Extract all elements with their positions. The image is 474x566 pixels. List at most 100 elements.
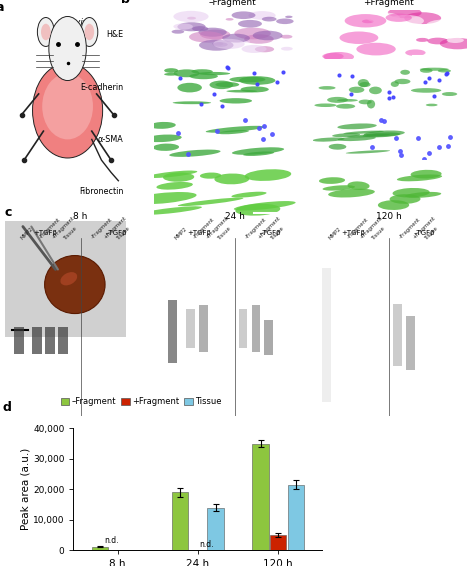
Ellipse shape — [347, 86, 374, 88]
Ellipse shape — [356, 151, 369, 155]
Ellipse shape — [276, 72, 292, 80]
Ellipse shape — [332, 97, 360, 102]
Text: +TGFβ: +TGFβ — [187, 230, 211, 236]
Ellipse shape — [265, 73, 300, 80]
Text: –Fragment: –Fragment — [245, 217, 268, 241]
Ellipse shape — [325, 189, 367, 194]
Circle shape — [264, 25, 292, 34]
Ellipse shape — [188, 138, 254, 145]
Ellipse shape — [145, 194, 215, 208]
Circle shape — [165, 25, 200, 36]
Ellipse shape — [209, 148, 273, 155]
Circle shape — [410, 46, 446, 57]
Bar — [58, 327, 68, 354]
Text: 8 h: 8 h — [73, 212, 88, 221]
Circle shape — [314, 47, 328, 52]
Circle shape — [165, 24, 176, 28]
Ellipse shape — [432, 92, 451, 98]
Circle shape — [354, 35, 368, 40]
Ellipse shape — [189, 96, 203, 101]
Circle shape — [395, 8, 435, 21]
Ellipse shape — [363, 130, 385, 134]
Text: +Fragment: +Fragment — [103, 216, 128, 241]
Text: n.d.: n.d. — [200, 540, 214, 549]
Text: –TGFβ: –TGFβ — [413, 230, 435, 236]
Ellipse shape — [259, 92, 270, 97]
Ellipse shape — [176, 70, 194, 75]
Ellipse shape — [273, 76, 302, 81]
Text: Tissue: Tissue — [64, 225, 79, 241]
Circle shape — [345, 10, 379, 21]
Ellipse shape — [340, 191, 383, 198]
Text: 24 h: 24 h — [225, 212, 245, 221]
Circle shape — [193, 28, 212, 35]
Circle shape — [403, 27, 414, 30]
Ellipse shape — [374, 170, 411, 177]
Text: –TGFβ: –TGFβ — [105, 230, 127, 236]
Ellipse shape — [243, 175, 297, 185]
Ellipse shape — [179, 148, 220, 152]
Ellipse shape — [392, 95, 407, 101]
Text: –Fragment: –Fragment — [38, 217, 61, 241]
Text: 120 h: 120 h — [376, 212, 401, 221]
Ellipse shape — [315, 66, 337, 72]
Text: –TGFβ: –TGFβ — [259, 230, 281, 236]
Circle shape — [332, 18, 357, 26]
Ellipse shape — [321, 66, 349, 72]
Ellipse shape — [162, 204, 188, 213]
Ellipse shape — [154, 151, 188, 155]
Text: α-SMA: α-SMA — [98, 135, 123, 144]
Ellipse shape — [233, 195, 298, 205]
Ellipse shape — [430, 69, 442, 78]
Text: d: d — [2, 401, 11, 414]
Circle shape — [219, 33, 237, 39]
Text: Tissue: Tissue — [218, 225, 233, 241]
Ellipse shape — [181, 180, 226, 187]
Ellipse shape — [377, 175, 418, 183]
Circle shape — [41, 24, 51, 40]
Text: Ex vivo: Ex vivo — [61, 18, 94, 27]
Circle shape — [311, 31, 356, 45]
Text: Tissue: Tissue — [116, 225, 131, 241]
Ellipse shape — [255, 66, 277, 71]
Ellipse shape — [189, 87, 223, 93]
Ellipse shape — [33, 63, 103, 158]
Ellipse shape — [352, 97, 362, 105]
Circle shape — [45, 256, 105, 314]
Ellipse shape — [350, 67, 361, 75]
Text: –Fragment: –Fragment — [399, 217, 422, 241]
Circle shape — [158, 41, 193, 52]
Bar — [270, 535, 286, 550]
Circle shape — [390, 14, 416, 22]
Circle shape — [81, 18, 98, 46]
Ellipse shape — [213, 86, 235, 89]
Circle shape — [250, 39, 257, 41]
Ellipse shape — [322, 89, 339, 95]
Legend: –Fragment, +Fragment, Tissue: –Fragment, +Fragment, Tissue — [58, 394, 225, 409]
Circle shape — [417, 18, 456, 30]
Circle shape — [179, 31, 189, 34]
Circle shape — [226, 13, 250, 21]
Bar — [172, 492, 188, 550]
Ellipse shape — [60, 272, 77, 285]
Bar — [239, 309, 247, 348]
Ellipse shape — [379, 152, 395, 156]
Text: H&E: H&E — [106, 30, 123, 39]
Ellipse shape — [200, 99, 208, 105]
Ellipse shape — [361, 97, 374, 104]
Ellipse shape — [265, 68, 295, 76]
Bar — [340, 273, 350, 371]
Text: +TGFβ: +TGFβ — [341, 230, 365, 236]
Bar — [32, 327, 42, 354]
Text: MMP2: MMP2 — [173, 226, 188, 241]
Circle shape — [273, 34, 289, 40]
Bar — [393, 304, 402, 366]
Bar — [45, 327, 55, 354]
Ellipse shape — [167, 64, 196, 72]
Circle shape — [164, 12, 178, 17]
Text: Tissue: Tissue — [424, 225, 439, 241]
Text: –Fragment: –Fragment — [91, 217, 114, 241]
Ellipse shape — [254, 204, 281, 210]
Circle shape — [157, 36, 188, 46]
Ellipse shape — [244, 203, 279, 213]
